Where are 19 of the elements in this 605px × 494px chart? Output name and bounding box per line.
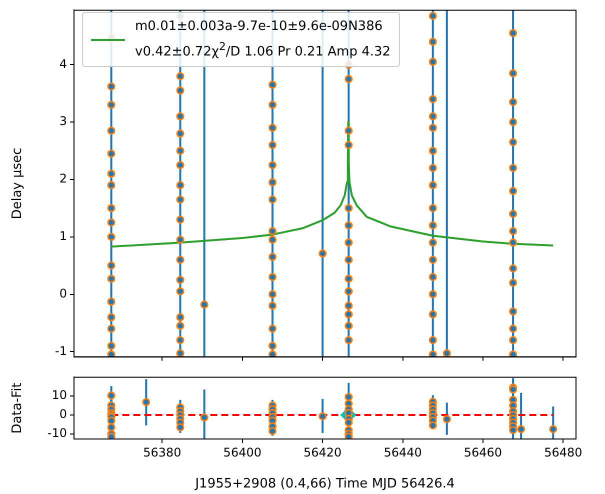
y-tick-label: 10 bbox=[52, 388, 67, 402]
y-tick-label: 3 bbox=[59, 114, 67, 128]
x-axis-title: J1955+2908 (0.4,66) Time MJD 56426.4 bbox=[194, 476, 455, 492]
y-tick-label: -1 bbox=[55, 344, 67, 358]
x-tick-label: 56420 bbox=[304, 445, 342, 460]
x-tick-label: 56460 bbox=[464, 445, 502, 460]
x-tick-label: 56480 bbox=[544, 445, 582, 460]
y-axis-title: Delay μsec bbox=[10, 148, 26, 220]
y-axis-title: Data-Fit bbox=[10, 382, 26, 434]
legend-label: m0.01±0.003a-9.7e-10±9.6e-09N386 v0.42±0.72χ$^{2}$/D 1.06 Pr 0.21 Amp 4.32 bbox=[135, 18, 391, 62]
y-tick-label: 2 bbox=[59, 172, 67, 186]
y-tick-label: 1 bbox=[59, 228, 67, 243]
y-tick-label: -10 bbox=[47, 426, 67, 440]
y-tick-label: 0 bbox=[59, 407, 67, 422]
x-tick-label: 56400 bbox=[223, 445, 262, 460]
y-tick-label: 0 bbox=[59, 286, 67, 300]
x-tick-label: 56440 bbox=[384, 445, 422, 460]
x-tick-label: 56380 bbox=[143, 445, 182, 460]
y-tick-label: 4 bbox=[59, 56, 67, 71]
